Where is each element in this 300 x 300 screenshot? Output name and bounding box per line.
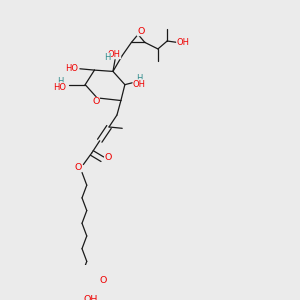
Text: HO: HO: [54, 83, 67, 92]
Text: O: O: [92, 98, 100, 106]
Text: O: O: [104, 153, 112, 162]
Text: O: O: [74, 163, 82, 172]
Text: OH: OH: [177, 38, 190, 47]
Text: O: O: [100, 276, 107, 285]
Text: OH: OH: [83, 296, 98, 300]
Text: O: O: [137, 27, 144, 36]
Text: OH: OH: [133, 80, 146, 88]
Text: HO: HO: [65, 64, 78, 73]
Text: H: H: [57, 77, 63, 86]
Text: H: H: [136, 74, 142, 83]
Text: OH: OH: [108, 50, 121, 59]
Text: H: H: [104, 53, 110, 62]
